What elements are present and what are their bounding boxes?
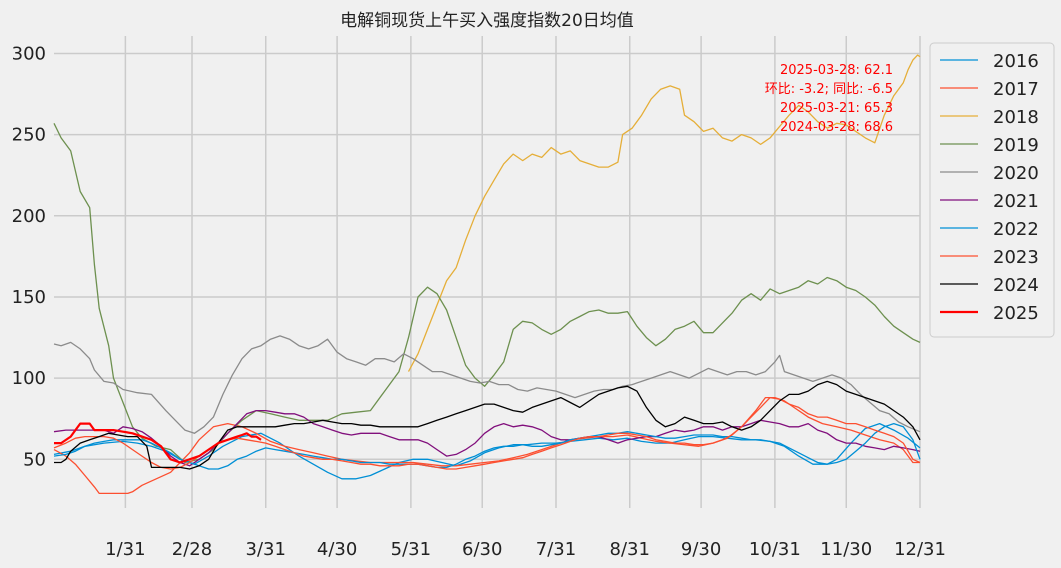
legend-label: 2022: [993, 219, 1039, 240]
x-tick-label: 5/31: [391, 539, 431, 560]
x-tick-label: 12/31: [894, 539, 946, 560]
series-lines: [53, 54, 921, 495]
series-line-2024: [54, 380, 921, 470]
y-tick-label: 100: [12, 368, 46, 389]
series-line-2020: [53, 335, 921, 434]
x-tick-label: 6/30: [462, 539, 502, 560]
y-tick-label: 250: [12, 125, 46, 146]
legend-label: 2023: [993, 247, 1039, 268]
series-line-2022: [53, 422, 921, 470]
x-tick-label: 9/30: [681, 539, 721, 560]
annotation-line: 2025-03-28: 62.1: [780, 63, 893, 78]
series-line-2025: [54, 422, 262, 464]
x-tick-label: 3/31: [246, 539, 286, 560]
grid-lines: [54, 36, 921, 508]
legend-label: 2019: [993, 135, 1039, 156]
series-line-2018: [407, 54, 921, 372]
annotation-block: 2025-03-28: 62.1 环比: -3.2; 同比: -6.5 2025-0…: [765, 63, 893, 135]
annotation-line: 2024-03-28: 68.6: [780, 120, 893, 135]
legend-label: 2020: [993, 163, 1039, 184]
legend-label: 2016: [993, 51, 1039, 72]
annotation-line: 2025-03-21: 65.3: [780, 101, 893, 116]
y-tick-label: 200: [12, 206, 46, 227]
series-line-2021: [53, 409, 921, 467]
chart-title: 电解铜现货上午买入强度指数20日均值: [340, 11, 634, 31]
x-tick-label: 7/31: [536, 539, 576, 560]
x-tick-label: 11/30: [820, 539, 872, 560]
x-axis-labels: 1/31 2/28 3/31 4/30 5/31 6/30 7/31 8/31 9/30 10/3…: [105, 539, 946, 560]
annotation-line: 环比: -3.2; 同比: -6.5: [765, 82, 893, 97]
y-tick-label: 150: [12, 287, 46, 308]
legend-label: 2025: [993, 303, 1039, 324]
y-tick-label: 300: [12, 43, 46, 64]
x-tick-label: 2/28: [172, 539, 212, 560]
legend: 2016 2017 2018 2019 2020 2021 2022 2023 2024 2025: [929, 42, 1055, 338]
x-tick-label: 4/30: [317, 539, 357, 560]
legend-label: 2017: [993, 79, 1039, 100]
legend-label: 2018: [993, 107, 1039, 128]
legend-label: 2024: [993, 275, 1039, 296]
x-tick-label: 1/31: [105, 539, 145, 560]
legend-label: 2021: [993, 191, 1039, 212]
y-axis-labels: 50 100 150 200 250 300: [12, 43, 46, 470]
x-tick-label: 10/31: [749, 539, 801, 560]
series-line-2019: [53, 123, 921, 464]
x-tick-label: 8/31: [610, 539, 650, 560]
y-tick-label: 50: [23, 449, 46, 470]
